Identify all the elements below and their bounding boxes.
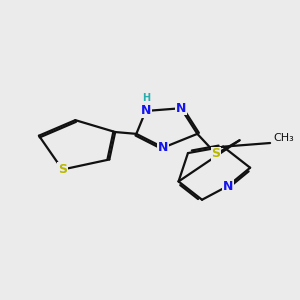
Text: S: S xyxy=(212,148,220,160)
Text: S: S xyxy=(58,163,67,176)
Text: N: N xyxy=(140,104,151,118)
Text: N: N xyxy=(223,179,233,193)
Text: N: N xyxy=(176,102,186,115)
Text: CH₃: CH₃ xyxy=(274,133,294,143)
Text: H: H xyxy=(142,93,150,103)
Text: N: N xyxy=(158,141,169,154)
